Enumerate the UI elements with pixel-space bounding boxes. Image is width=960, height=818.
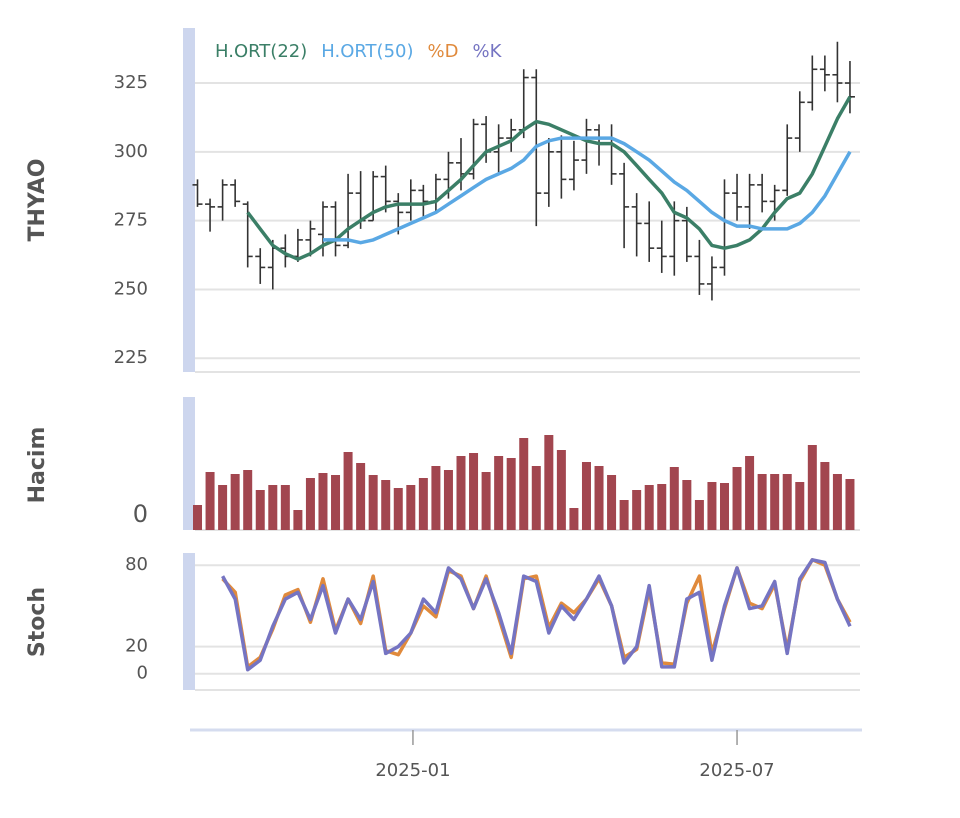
line (323, 136, 852, 245)
volume-bar (519, 438, 529, 530)
panel-band (183, 553, 195, 690)
y-tick-label: 225 (114, 347, 148, 368)
volume-bar (230, 474, 240, 530)
volume-bar (644, 485, 654, 530)
legend-entry: H.ORT(50) (321, 41, 413, 62)
volume-bar (820, 462, 830, 530)
legend-entry: %K (472, 41, 502, 62)
volume-bar (832, 474, 842, 530)
volume-bar (481, 472, 491, 530)
volume-bar (569, 508, 579, 530)
volume-bar (632, 490, 642, 530)
volume-bar (770, 474, 780, 530)
x-tick-label: 2025-07 (699, 760, 774, 781)
y-tick-label: 0 (137, 663, 148, 684)
volume-bar (707, 482, 717, 530)
volume-bar (494, 456, 504, 530)
volume-bar (807, 445, 817, 530)
volume-bar (243, 470, 253, 530)
volume-bar (305, 478, 315, 530)
volume-bar (406, 485, 416, 530)
volume-bar (745, 456, 755, 530)
legend-entry: H.ORT(22) (215, 41, 307, 62)
volume-bar (795, 482, 805, 530)
y-tick-label: 80 (125, 554, 148, 575)
volume-bar (456, 456, 466, 530)
panel-band (183, 28, 195, 372)
volume-bar (443, 470, 453, 530)
volume-bar (205, 472, 215, 530)
volume-bar (682, 480, 692, 530)
line (221, 558, 852, 672)
volume-bar (268, 485, 278, 530)
volume-bar (845, 479, 855, 530)
volume-bar (469, 453, 479, 530)
volume-bar (318, 473, 328, 530)
y-axis-label: Stoch (25, 587, 50, 657)
volume-bar (594, 466, 604, 530)
volume-bar (255, 490, 265, 530)
x-tick-label: 2025-01 (375, 760, 450, 781)
volume-bar (218, 485, 228, 530)
y-tick-label: 0 (133, 500, 148, 528)
volume-bar (619, 500, 629, 530)
y-axis-label: THYAO (25, 159, 50, 242)
y-tick-label: 275 (114, 210, 148, 231)
volume-bar (782, 474, 792, 530)
y-tick-label: 325 (114, 72, 148, 93)
y-tick-label: 250 (114, 278, 148, 299)
volume-bar (393, 488, 403, 530)
volume-bar (719, 483, 729, 530)
volume-bar (431, 466, 441, 530)
volume-bar (506, 458, 516, 530)
volume-bar (544, 435, 554, 530)
volume-bar (694, 500, 704, 530)
volume-bar (418, 478, 428, 530)
volume-bar (331, 475, 341, 530)
y-tick-label: 20 (125, 636, 148, 657)
volume-bar (607, 475, 617, 530)
y-axis-label: Hacim (25, 427, 50, 504)
volume-bar (669, 467, 679, 530)
volume-bar (343, 452, 353, 530)
volume-bar (381, 480, 391, 530)
volume-bar (657, 484, 667, 530)
volume-bar (368, 475, 378, 530)
volume-bar (732, 467, 742, 530)
volume-bar (556, 450, 566, 530)
y-tick-label: 300 (114, 141, 148, 162)
volume-bar (193, 505, 203, 530)
volume-bar (280, 485, 290, 530)
volume-bar (531, 466, 541, 530)
volume-bar (356, 463, 366, 530)
line (221, 558, 852, 669)
panel-band (183, 397, 195, 530)
line (246, 95, 852, 261)
volume-bar (581, 462, 591, 530)
volume-bar (757, 474, 767, 530)
volume-bar (293, 510, 303, 530)
legend-entry: %D (428, 41, 459, 62)
